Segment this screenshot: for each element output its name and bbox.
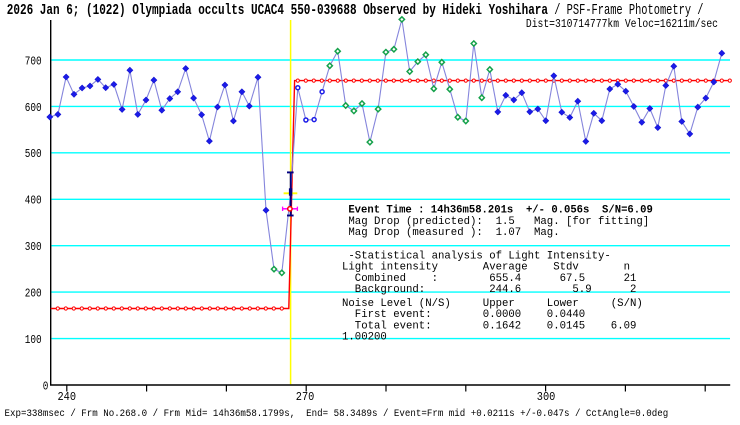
svg-text:Event Time : 14h36m58.201s +/: Event Time : 14h36m58.201s +/- 0.056s S/… [342,205,653,217]
svg-text:300: 300 [25,240,42,254]
svg-text:600: 600 [25,101,42,115]
svg-text:Total event: 0.1642: Total event: 0.1642 0.0145 6.09 [342,320,636,332]
svg-text:240: 240 [58,390,77,404]
svg-text:Mag Drop (predicted): 1.5 M: Mag Drop (predicted): 1.5 Mag. [for fitt… [342,216,649,228]
svg-text:100: 100 [25,333,42,347]
svg-text:2026 Jan 6; (1022) Olympiada o: 2026 Jan 6; (1022) Olympiada occults UCA… [7,2,548,19]
svg-text:1.00200: 1.00200 [342,332,387,344]
svg-text:270: 270 [296,390,315,404]
svg-text:-Statistical analysis of Light: -Statistical analysis of Light Intensity… [342,251,611,263]
svg-text:Dist=310714777km Veloc=16211m/: Dist=310714777km Veloc=16211m/sec [526,17,718,31]
svg-text:Light intensity Average: Light intensity Average Stdv n [342,262,630,274]
svg-text:Noise Level (N/S) Upper: Noise Level (N/S) Upper Lower (S/N) [342,298,643,310]
svg-text:400: 400 [25,194,42,208]
svg-text:Exp=338msec / Frm No.268.0 / F: Exp=338msec / Frm No.268.0 / Frm Mid= 14… [5,408,669,420]
svg-text:Mag Drop (measured ): 1.07 M: Mag Drop (measured ): 1.07 Mag. [342,227,560,239]
svg-text:/ PSF-Frame Photometry /: / PSF-Frame Photometry / [548,2,704,19]
svg-text:First event: 0.0000: First event: 0.0000 0.0440 [342,309,585,321]
svg-text:Combined : 655.4: Combined : 655.4 67.5 21 [342,273,637,285]
svg-text:200: 200 [25,287,42,301]
svg-text:0: 0 [43,379,49,393]
svg-text:700: 700 [25,54,42,68]
svg-text:500: 500 [25,147,42,161]
svg-text:Background: 244.6: Background: 244.6 5.9 2 [342,284,636,296]
svg-text:300: 300 [537,390,556,404]
